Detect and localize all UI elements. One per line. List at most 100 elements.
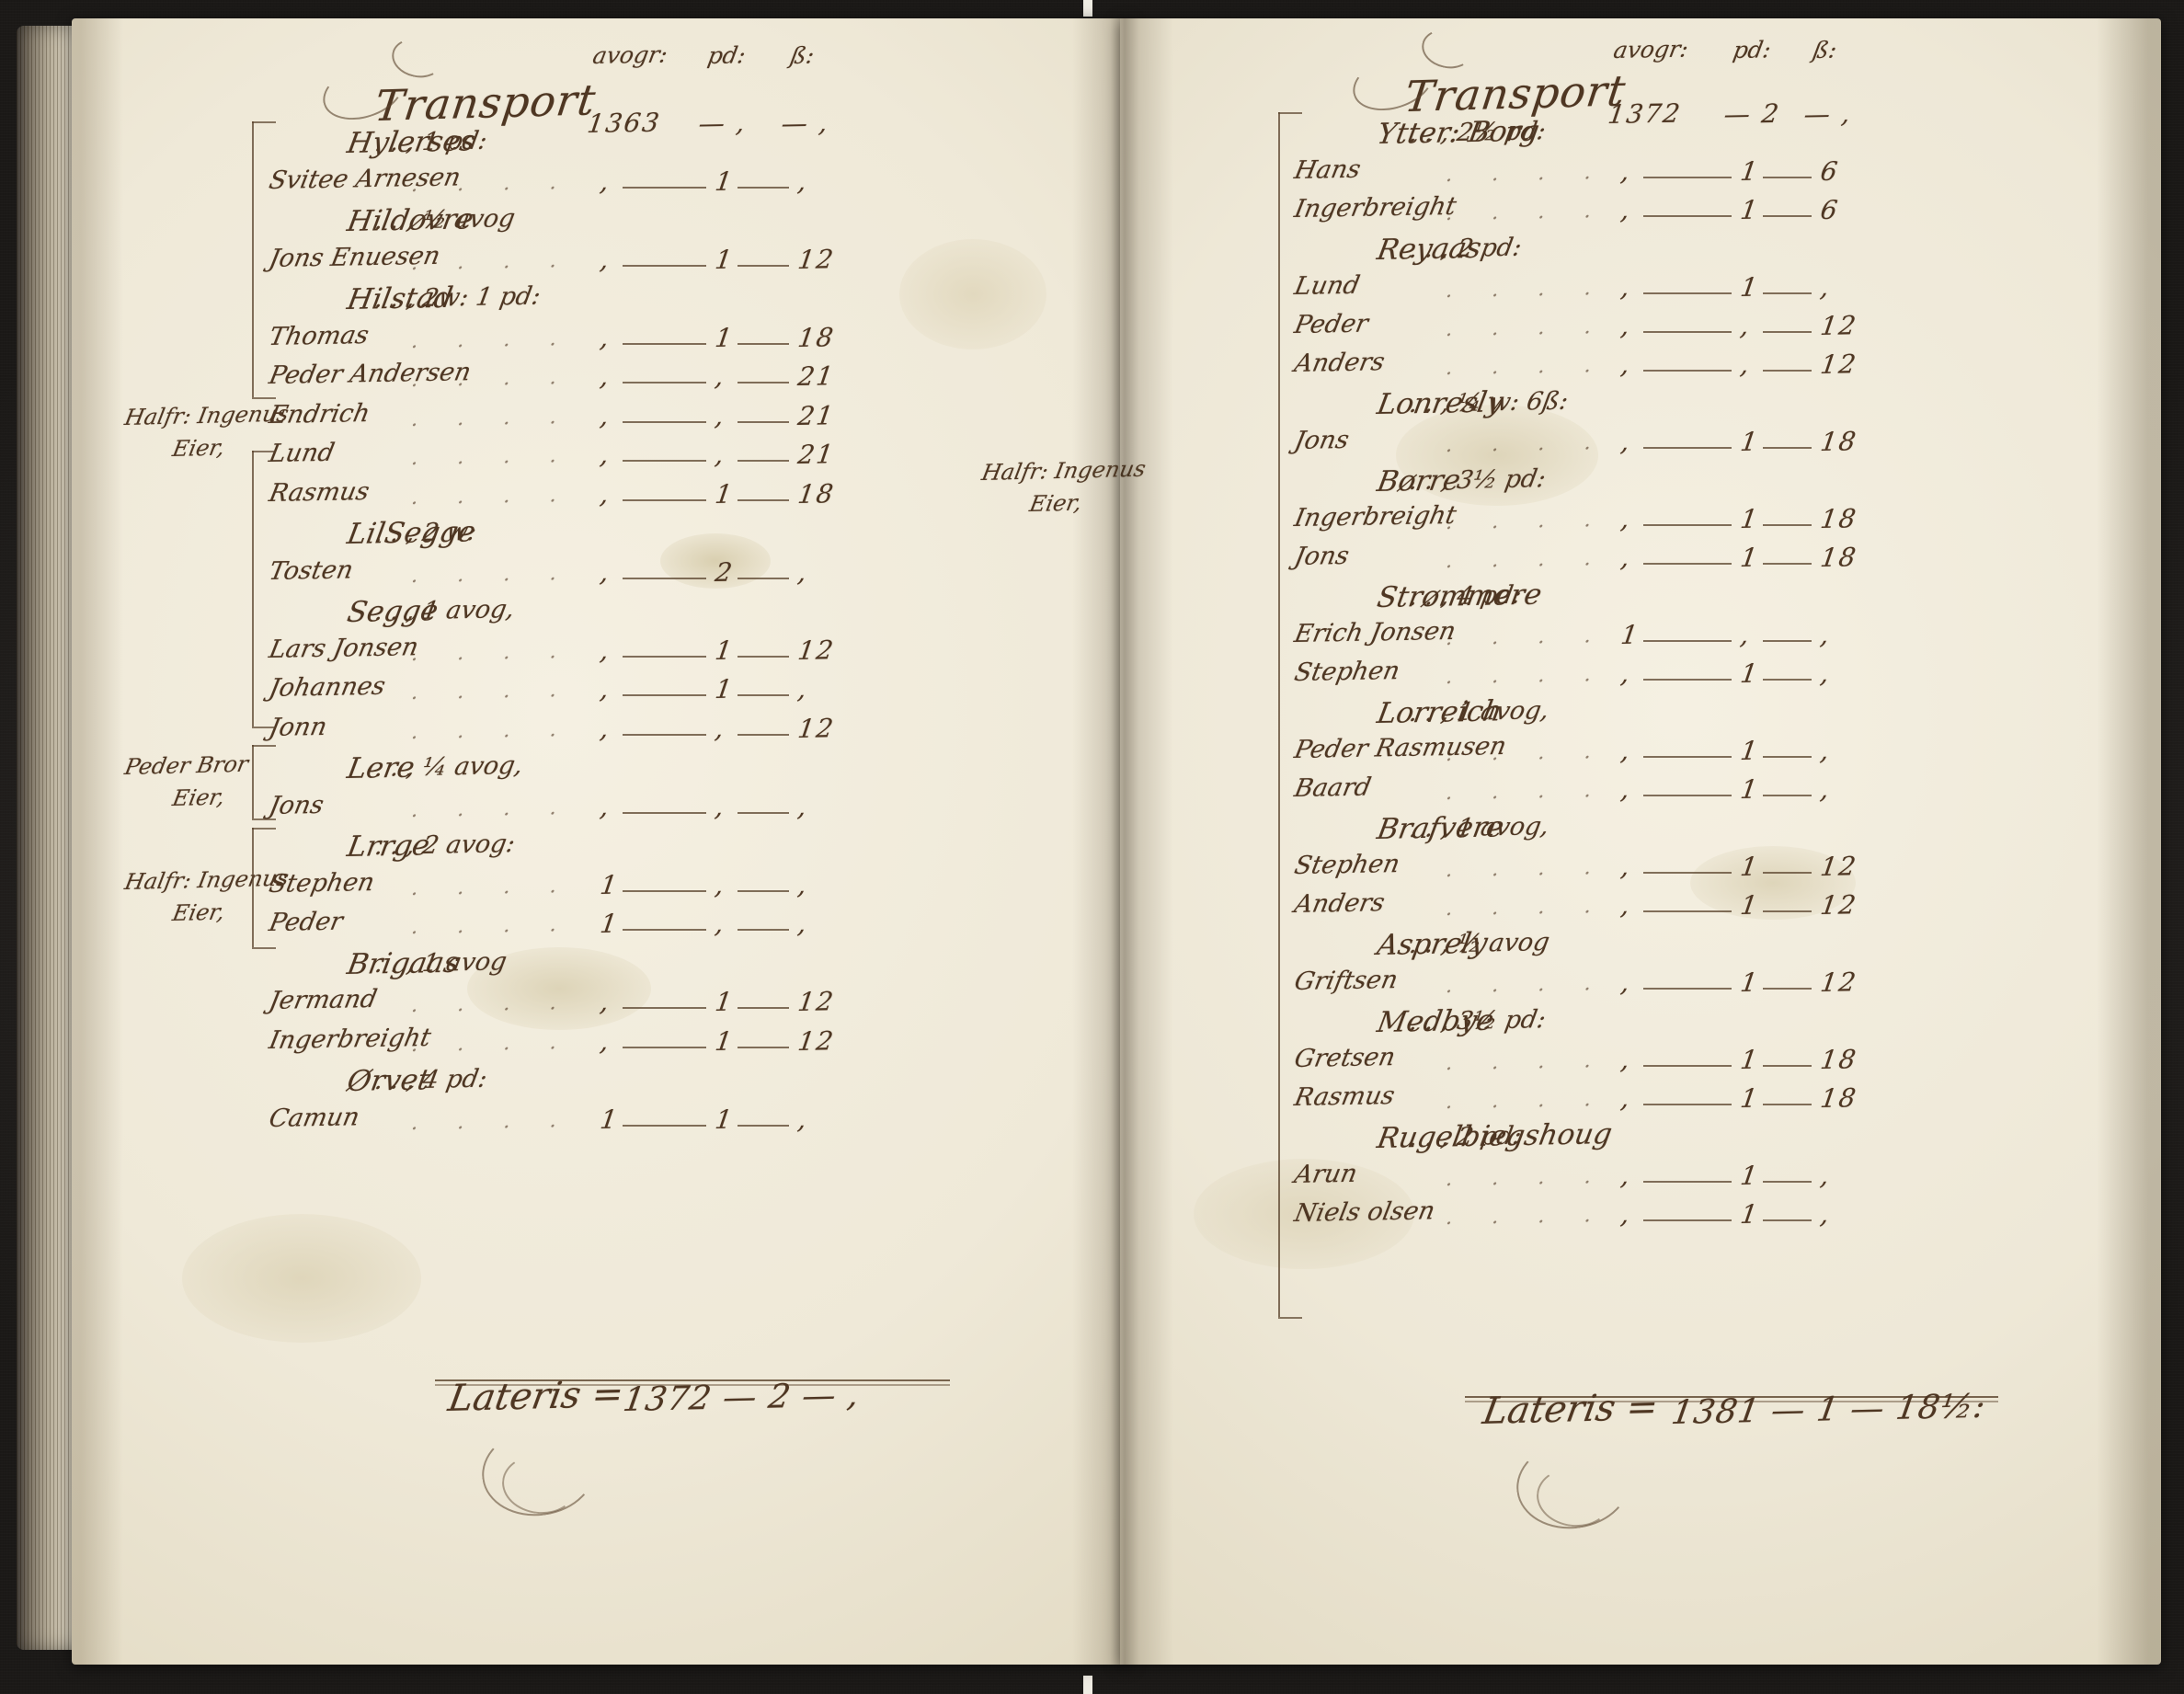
amount-separator [1643, 1104, 1732, 1105]
person-name: Lund [266, 438, 337, 468]
amount-sk: 18 [1818, 542, 1860, 573]
person-name: Hans [1291, 155, 1364, 185]
amount-separator [1643, 756, 1732, 758]
group-bracket-tick-top [252, 121, 276, 123]
person-name: Jermand [266, 984, 380, 1015]
amount-avog: , [598, 556, 613, 588]
row-quantity: . . , 1 avog, [1407, 812, 1551, 843]
person-name: Lund [1291, 270, 1363, 301]
amount-pd: 1 [713, 322, 737, 353]
amount-avog: , [598, 478, 613, 509]
amount-separator [623, 577, 706, 579]
amount-sk: , [795, 1104, 811, 1135]
row-quantity: . . , 3½ pd: [1407, 464, 1549, 496]
amount-separator [738, 264, 789, 267]
leader-dots: . . . . [409, 1030, 577, 1057]
amount-separator [1643, 910, 1732, 912]
amount-avog: , [1618, 735, 1634, 766]
amount-separator [738, 460, 789, 462]
amount-pd: 1 [1738, 155, 1762, 187]
group-bracket-tick-bottom [1278, 1317, 1302, 1319]
amount-pd: 1 [1738, 889, 1762, 921]
leader-dots: . . . . [1444, 430, 1611, 457]
margin-note-owner: Peder Bror [122, 750, 251, 780]
amount-pd: , [713, 791, 728, 822]
amount-sk: , [795, 673, 811, 704]
row-quantity: . . , 2 w: [372, 517, 479, 548]
amount-separator [1763, 640, 1812, 642]
group-bracket-tick-bottom [252, 727, 276, 728]
amount-pd: 2 [713, 556, 737, 588]
amount-separator [738, 694, 789, 696]
amount-pd: 1 [1738, 426, 1762, 457]
right-page: avogr: pd: ß: Transport 1372— 2— , Ytter: Bor… [979, 18, 2161, 1665]
column-header-1: pd: [705, 41, 749, 69]
amount-sk: 21 [795, 361, 838, 392]
amount-separator [623, 1007, 706, 1009]
amount-avog: , [1618, 426, 1634, 457]
amount-separator [1763, 1104, 1812, 1105]
amount-avog: , [1618, 1044, 1634, 1075]
amount-pd: 1 [1738, 851, 1762, 882]
amount-sk: 12 [1818, 349, 1860, 380]
amount-separator [623, 889, 706, 892]
amount-separator [623, 460, 706, 462]
amount-avog: , [1618, 658, 1634, 689]
group-bracket-tick-bottom [252, 818, 276, 820]
person-name: Griftsen [1291, 966, 1401, 996]
amount-separator [623, 382, 706, 383]
transport-value-sk: — , [779, 108, 832, 139]
amount-sk: 18 [1818, 1082, 1860, 1114]
amount-sk: 12 [795, 1024, 838, 1057]
amount-separator [1643, 292, 1732, 294]
leader-dots: . . . . [1444, 546, 1611, 573]
amount-sk: 12 [1818, 851, 1860, 882]
row-quantity: . . , 3½ pd: [1407, 1005, 1549, 1036]
amount-avog: , [1618, 310, 1634, 341]
amount-pd: 1 [1738, 542, 1762, 573]
person-name: Jons [1291, 425, 1352, 455]
amount-sk: 12 [1818, 310, 1860, 341]
amount-separator [1643, 331, 1732, 333]
row-quantity: . . , 1 avog [372, 946, 509, 979]
transport-value-avog: 1372 [1606, 97, 1684, 130]
amount-separator [738, 655, 789, 658]
footer-rule [435, 1379, 950, 1381]
amount-pd: 1 [1738, 1044, 1762, 1075]
amount-separator [623, 264, 706, 267]
amount-separator [1643, 447, 1732, 449]
amount-sk: , [1818, 1198, 1834, 1230]
amount-pd: 1 [1738, 967, 1762, 998]
row-quantity: . . , 1 pd: [372, 126, 490, 157]
registration-mark-top [1083, 0, 1092, 17]
person-name: Baard [1291, 773, 1374, 803]
amount-sk: 6 [1818, 194, 1842, 225]
amount-separator [738, 929, 789, 931]
leader-dots: . . . . [409, 365, 577, 392]
amount-separator [623, 498, 706, 501]
leader-dots: . . . . [409, 874, 577, 900]
person-name: Tosten [266, 555, 356, 586]
amount-separator [738, 186, 789, 189]
margin-note-owner: Halfr: Ingenus [122, 400, 292, 430]
leader-dots: . . . . [409, 912, 577, 939]
amount-avog: 1 [598, 908, 622, 939]
amount-avog: 1 [1618, 619, 1642, 650]
leader-dots: . . . . [1444, 276, 1611, 303]
person-name: Anders [1291, 348, 1388, 378]
row-quantity: . . , 2w: 1 pd: [372, 281, 543, 314]
group-bracket [252, 451, 254, 727]
amount-sk: , [795, 166, 811, 197]
amount-pd: 1 [1738, 271, 1762, 303]
leader-dots: . . . . [1444, 971, 1611, 998]
amount-separator [1763, 177, 1812, 178]
row-quantity: . . , 2 pd: [1407, 233, 1525, 264]
amount-avog: , [598, 244, 613, 275]
amount-avog: , [598, 986, 613, 1017]
amount-sk: , [1818, 658, 1834, 689]
leader-dots: . . . . [409, 717, 577, 744]
row-quantity: . . , 2½ pd: [1407, 117, 1549, 148]
amount-pd: 1 [1738, 1160, 1762, 1191]
amount-separator [623, 342, 706, 345]
leader-dots: . . . . [409, 1108, 577, 1135]
